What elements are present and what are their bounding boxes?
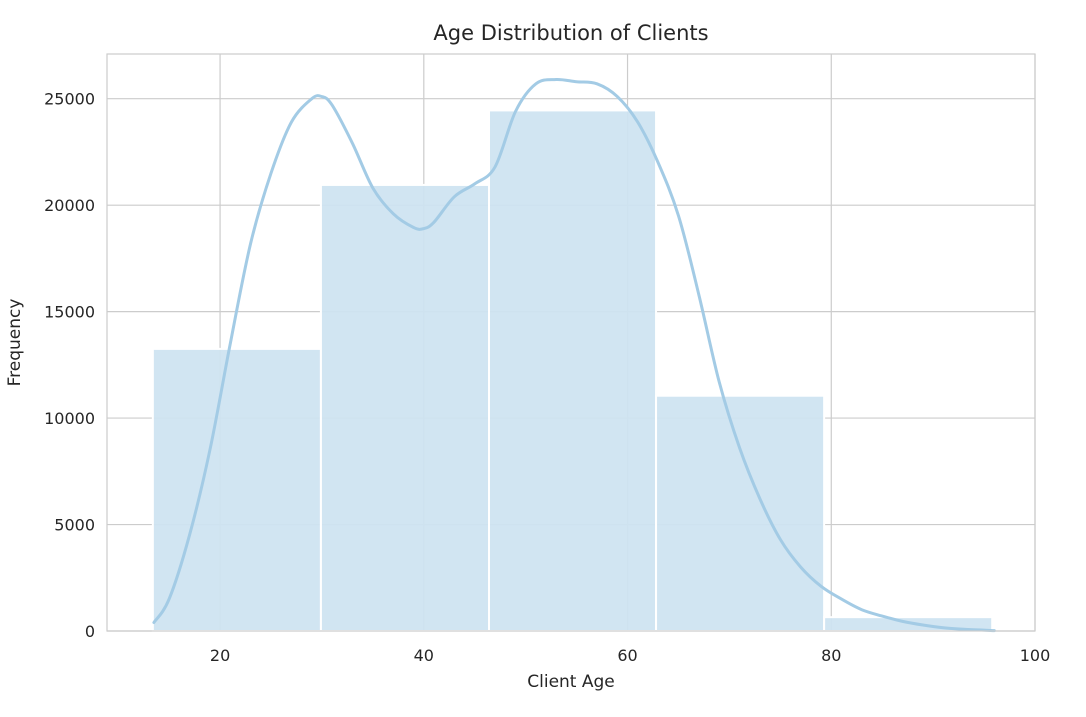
x-tick-label-2: 60 [617, 646, 637, 665]
y-tick-label-0: 0 [85, 622, 95, 641]
y-tick-label-2: 10000 [44, 409, 95, 428]
x-tick-label-4: 100 [1020, 646, 1051, 665]
kde-curve-group [152, 77, 996, 633]
y-tick-label-4: 20000 [44, 196, 95, 215]
y-tick-labels: 0 5000 10000 15000 20000 25000 [44, 90, 95, 641]
x-tick-label-0: 20 [210, 646, 230, 665]
histogram-bar-1 [319, 183, 490, 632]
x-axis-label: Client Age [527, 672, 615, 692]
y-tick-label-1: 5000 [54, 516, 95, 535]
x-tick-label-1: 40 [414, 646, 434, 665]
histogram-bar-2 [487, 109, 658, 633]
x-tick-labels: 20 40 60 80 100 [210, 646, 1050, 665]
y-tick-label-5: 25000 [44, 90, 95, 109]
y-tick-label-3: 15000 [44, 303, 95, 322]
y-axis-label: Frequency [5, 299, 25, 387]
histogram-bar-3 [655, 394, 826, 633]
histogram-bar-0 [151, 347, 322, 632]
chart-title: Age Distribution of Clients [433, 21, 708, 45]
x-tick-label-3: 80 [821, 646, 841, 665]
kde-curve [152, 77, 996, 633]
plot-frame [106, 53, 1036, 632]
histogram-bars [151, 109, 994, 633]
